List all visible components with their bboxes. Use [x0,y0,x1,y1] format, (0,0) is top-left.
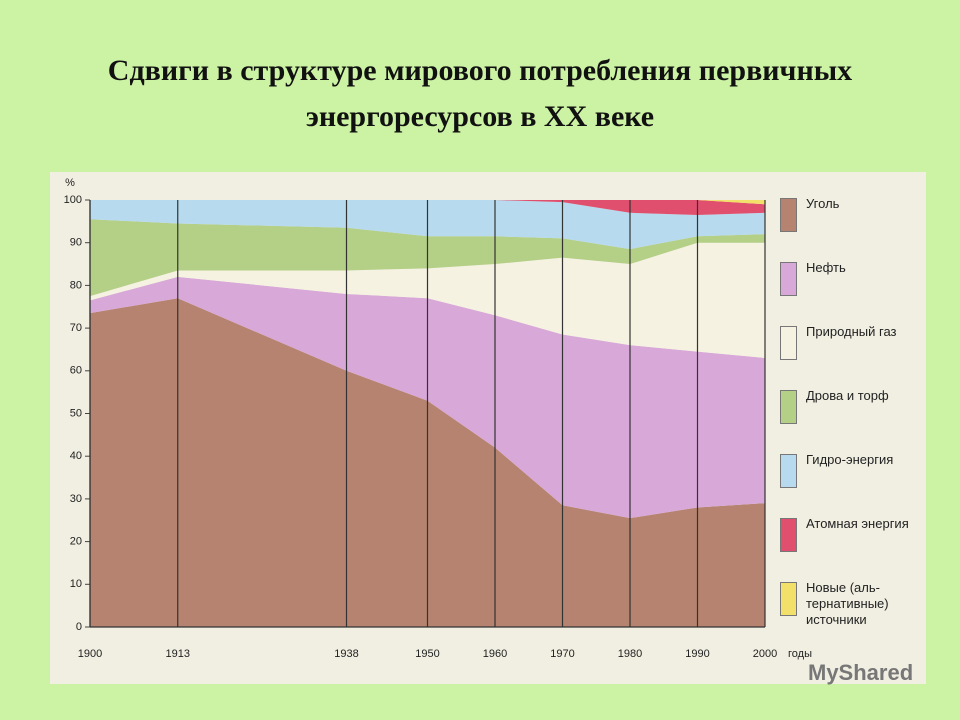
y-tick-label: 70 [70,322,82,334]
y-tick-label: 40 [70,450,82,462]
x-tick-label: 2000 [753,648,777,660]
legend-item: Гидро-энергия [778,452,926,502]
x-tick-label: 1913 [166,648,190,660]
y-tick-label: 50 [70,407,82,419]
legend-label: Нефть [806,260,846,275]
y-tick-label: 60 [70,365,82,377]
x-tick-label: 1950 [415,648,439,660]
y-tick-label: 20 [70,536,82,548]
legend-swatch [780,198,797,232]
x-tick-label: 1900 [78,648,102,660]
legend-label: Природный газ [806,324,897,339]
y-tick-label: 80 [70,279,82,291]
legend-swatch [780,390,797,424]
watermark: MyShared [808,660,914,685]
legend-label: Гидро-энергия [806,452,894,467]
y-tick-label: 100 [64,194,82,206]
legend-item: Уголь [778,196,926,246]
area [90,200,765,215]
y-tick-label: 0 [76,621,82,633]
x-axis-label: годы [788,648,812,660]
legend-item: Атомная энергия [778,516,926,566]
legend-swatch [780,326,797,360]
legend-swatch [780,582,797,616]
y-tick-label: 10 [70,578,82,590]
x-tick-label: 1990 [685,648,709,660]
legend-swatch [780,262,797,296]
legend-item: Новые (аль-тернативные) источники [778,580,926,630]
x-tick-label: 1960 [483,648,507,660]
y-axis-label: % [65,177,75,189]
legend-item: Дрова и торф [778,388,926,438]
legend-label: Атомная энергия [806,516,909,531]
legend-item: Нефть [778,260,926,310]
x-tick-label: 1980 [618,648,642,660]
legend-label: Новые (аль-тернативные) источники [806,580,889,627]
legend-swatch [780,454,797,488]
legend-label: Уголь [806,196,840,211]
legend-swatch [780,518,797,552]
area [90,242,765,358]
y-tick-label: 30 [70,493,82,505]
legend-label: Дрова и торф [806,388,889,403]
y-tick-label: 90 [70,237,82,249]
chart-title: Сдвиги в структуре мирового потребления … [107,54,853,133]
x-tick-label: 1970 [550,648,574,660]
legend-item: Природный газ [778,324,926,374]
x-tick-label: 1938 [334,648,358,660]
